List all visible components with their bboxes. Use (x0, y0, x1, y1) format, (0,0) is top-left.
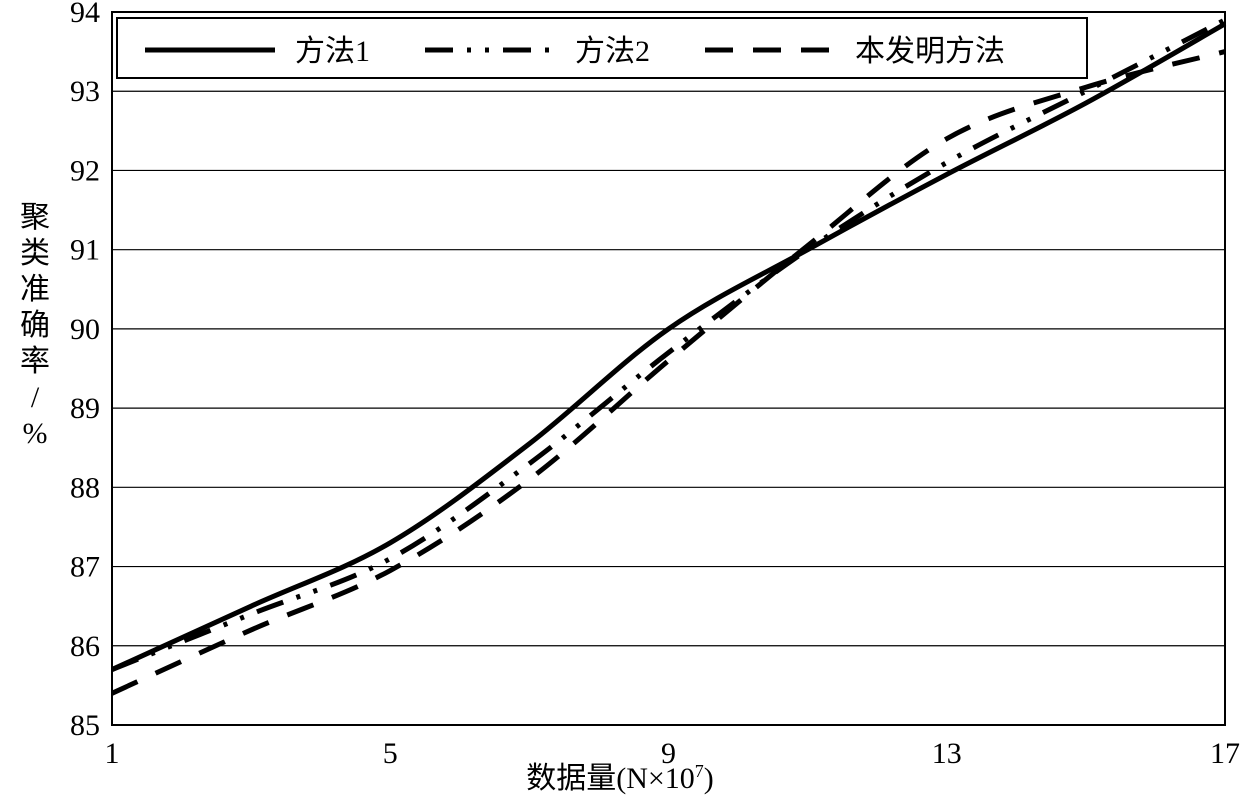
legend-label-1: 方法2 (575, 35, 650, 68)
legend-label-2: 本发明方法 (855, 35, 1005, 68)
chart-container: 聚 类 准 确 率 / % 数据量(N×107) 858687888990919… (0, 0, 1240, 807)
chart-svg: 85 86 87 88 89 90 91 92 93 94 1 5 9 13 17 方法1 方法2 本发明方法 (0, 0, 1240, 807)
x-tick-label: 13 (932, 737, 962, 770)
y-tick-label: 86 (70, 630, 100, 663)
series-line-2 (112, 52, 1225, 694)
y-tick-label: 89 (70, 392, 100, 425)
y-tick-label: 88 (70, 471, 100, 504)
y-tick-label: 85 (70, 709, 100, 742)
x-tick-label: 5 (383, 737, 398, 770)
x-tick-label: 1 (105, 737, 120, 770)
series-line-0 (112, 24, 1225, 670)
legend-label-0: 方法1 (295, 35, 370, 68)
y-tick-label: 92 (70, 154, 100, 187)
y-tick-label: 93 (70, 75, 100, 108)
y-tick-label: 94 (70, 0, 100, 29)
y-tick-label: 90 (70, 313, 100, 346)
x-tick-label: 9 (661, 737, 676, 770)
y-tick-label: 87 (70, 551, 100, 584)
x-tick-label: 17 (1210, 737, 1240, 770)
y-tick-label: 91 (70, 234, 100, 267)
